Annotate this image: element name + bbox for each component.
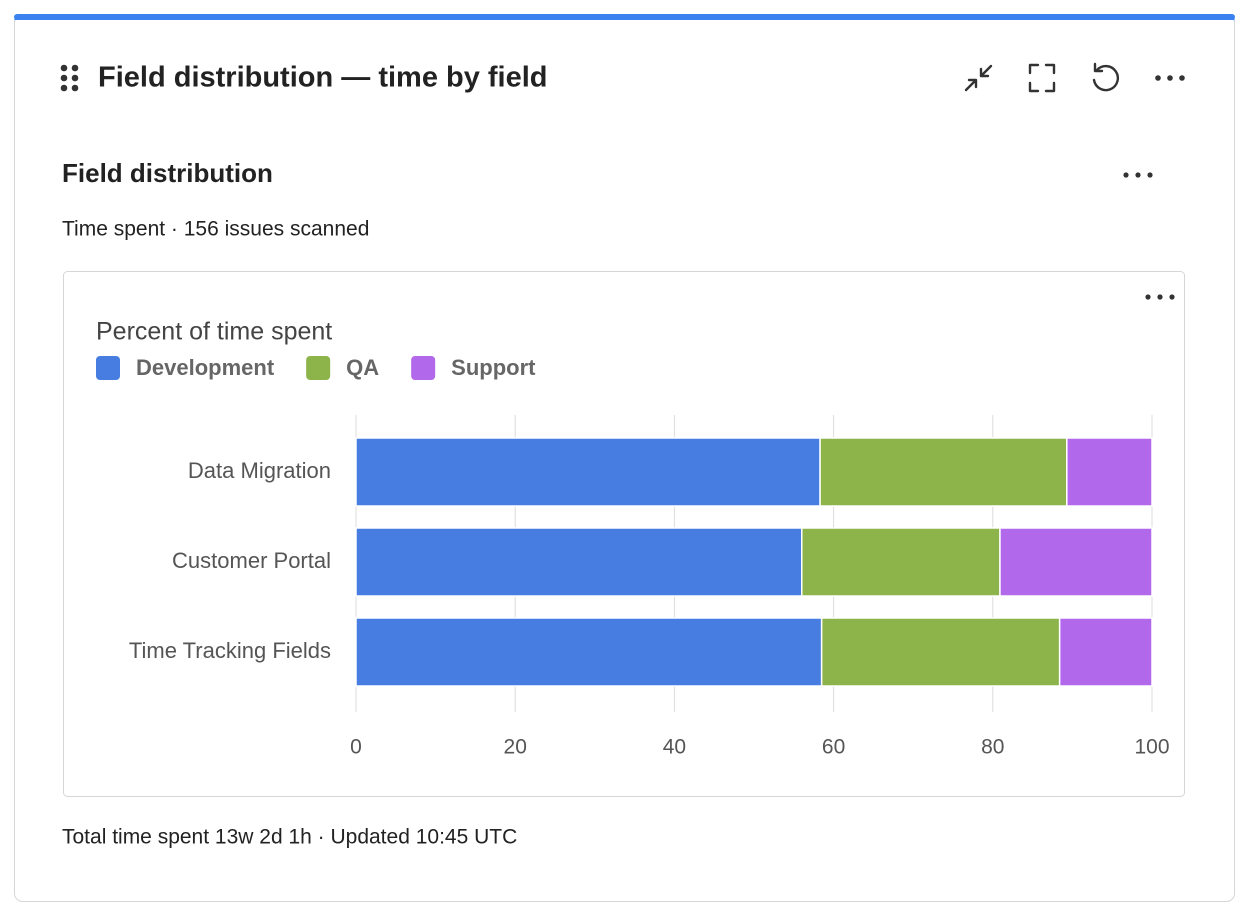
bar-segment	[1058, 617, 1153, 687]
legend-label: QA	[346, 355, 379, 380]
x-tick-label: 40	[663, 736, 686, 759]
card-subtitle: Time spent · 156 issues scanned	[62, 218, 369, 241]
legend-label: Development	[136, 355, 275, 380]
bar-segment	[801, 527, 1001, 597]
y-tick-label: Data Migration	[188, 458, 331, 483]
x-tick-label: 20	[504, 736, 527, 759]
bar-segment	[1066, 437, 1153, 507]
collapse-icon[interactable]	[964, 64, 993, 92]
header-title: Field distribution — time by field	[98, 62, 548, 94]
chart: Development QA Support 0 20 40 60 80 100 Data Mig…	[96, 355, 1170, 759]
drag-handle[interactable]	[60, 64, 79, 92]
bar-segment	[820, 617, 1061, 687]
legend-label: Support	[451, 355, 536, 380]
bar-segment	[999, 527, 1153, 597]
chart-title: Percent of time spent	[96, 318, 332, 346]
refresh-icon[interactable]	[1092, 62, 1120, 92]
legend-swatch	[96, 356, 120, 380]
bar-segment	[819, 437, 1068, 507]
top-accent-bar	[14, 14, 1235, 20]
y-tick-label: Time Tracking Fields	[129, 638, 331, 663]
more-icon[interactable]	[1155, 75, 1185, 81]
card-title: Field distribution	[62, 158, 273, 188]
x-tick-label: 0	[350, 736, 362, 759]
bar-segment	[355, 527, 803, 597]
legend-swatch	[411, 356, 436, 380]
bar-segment	[355, 617, 823, 687]
x-tick-label: 100	[1134, 736, 1169, 759]
legend-swatch	[306, 356, 331, 380]
bar-segment	[355, 437, 821, 507]
fullscreen-icon[interactable]	[1028, 63, 1056, 93]
y-tick-label: Customer Portal	[172, 548, 331, 573]
card-more-icon[interactable]	[1123, 172, 1153, 178]
x-tick-label: 80	[981, 736, 1004, 759]
chart-more-icon[interactable]	[1145, 294, 1175, 300]
x-tick-label: 60	[822, 736, 845, 759]
card-footer: Total time spent 13w 2d 1h · Updated 10:…	[62, 826, 517, 849]
